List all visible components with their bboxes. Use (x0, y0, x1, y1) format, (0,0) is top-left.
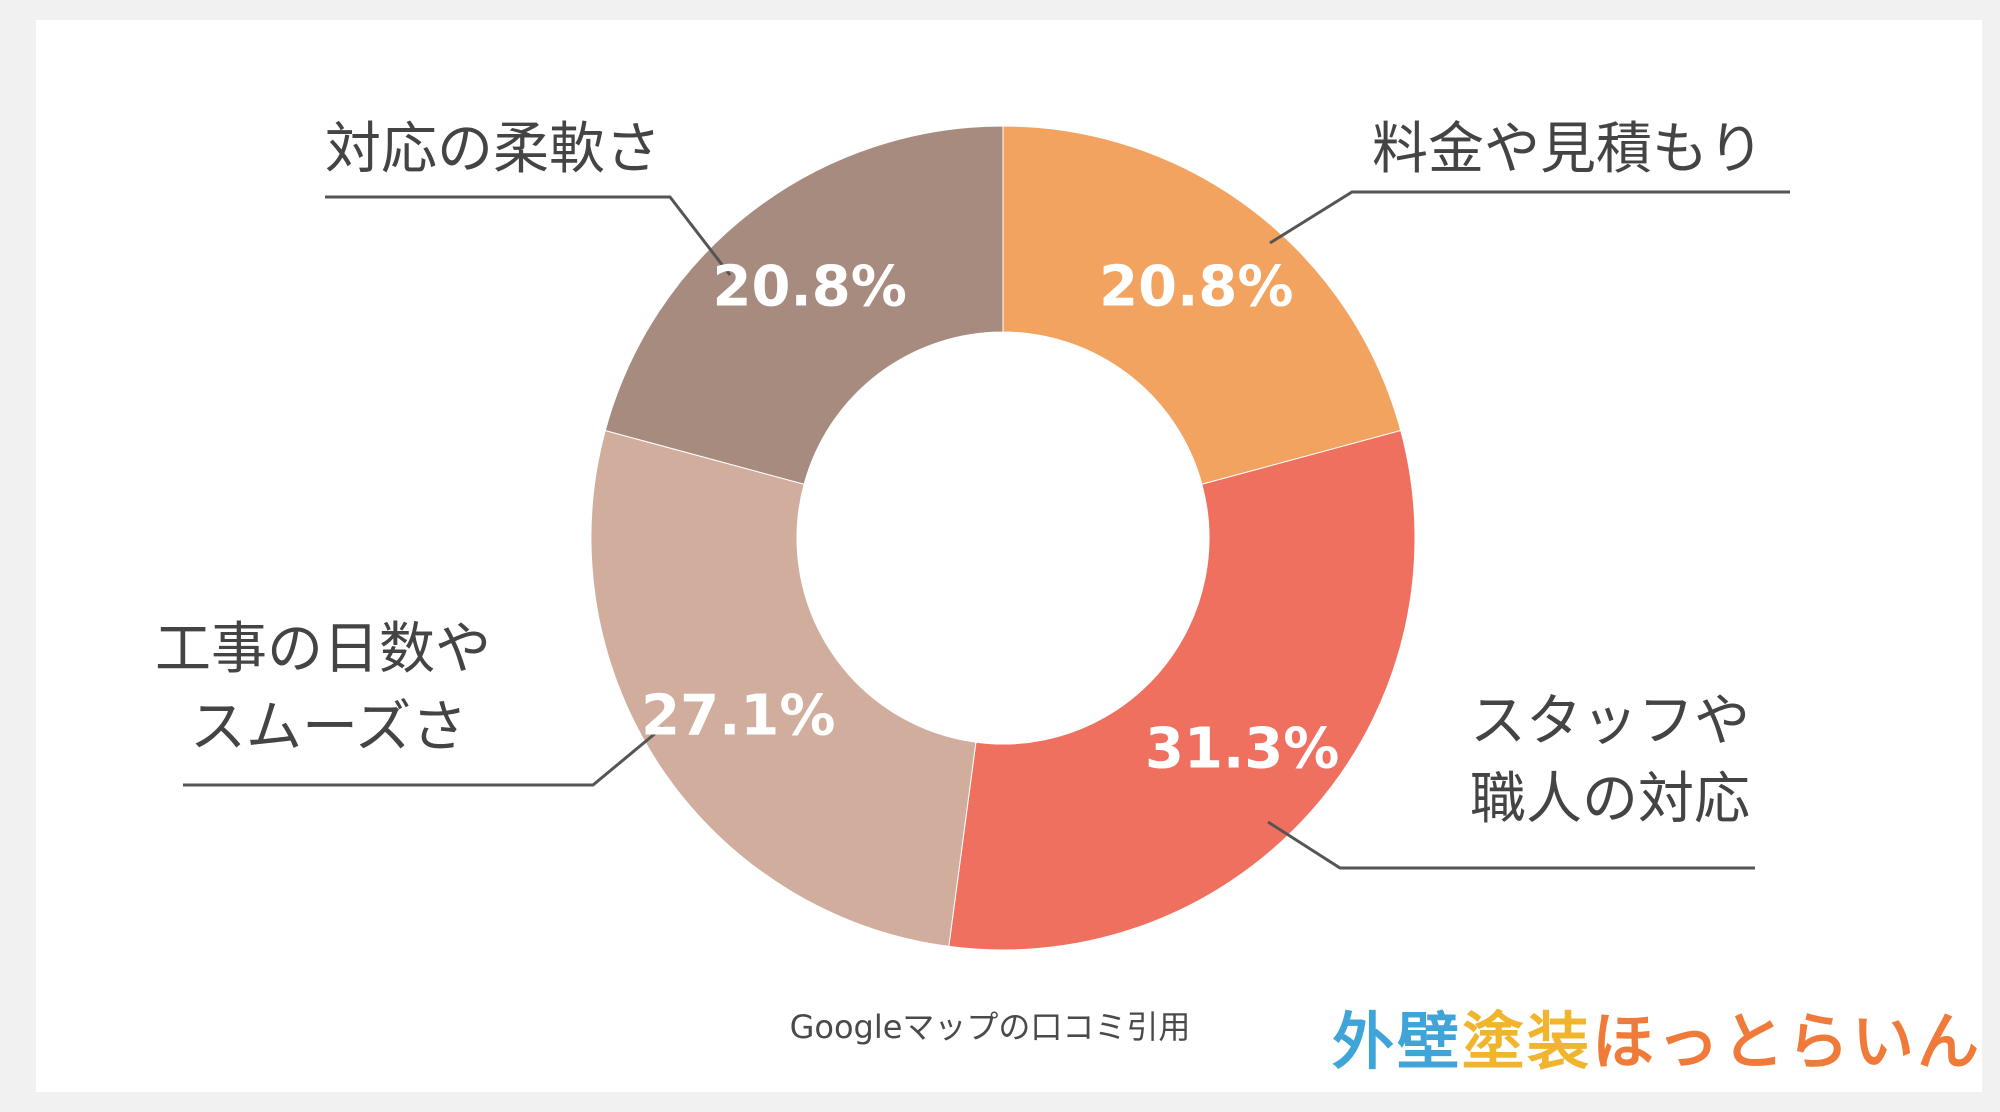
leader-line-4 (325, 195, 732, 276)
logo-char-1: 外 (1332, 1005, 1394, 1078)
logo-char-8: ら (1787, 1005, 1849, 1078)
percentage-labels: 20.8% 31.3% 27.1% 20.8% (641, 255, 1339, 782)
logo-char-6: っ (1657, 1005, 1719, 1078)
category-label-3-line-2: スムーズさ (190, 695, 467, 760)
leader-lines (183, 190, 1790, 870)
slice-value-label-4: 20.8% (713, 255, 907, 320)
site-logo: 外壁塗装ほっとらいん (1331, 1004, 1980, 1079)
category-label-3-line-1: 工事の日数や (155, 617, 491, 682)
category-label-2-line-2: 職人の対応 (1470, 767, 1750, 832)
slice-value-label-3: 27.1% (641, 683, 835, 748)
leader-line-3 (183, 725, 664, 787)
logo-char-9: い (1852, 1005, 1914, 1078)
logo-char-5: ほ (1592, 1005, 1654, 1078)
category-label-4-line-1: 対応の柔軟さ (325, 117, 661, 182)
logo-char-2: 壁 (1397, 1005, 1459, 1078)
logo-char-10: ん (1917, 1005, 1979, 1078)
logo-char-3: 塗 (1462, 1005, 1524, 1078)
category-label-1-line-1: 料金や見積もり (1372, 117, 1764, 182)
source-note: Googleマップの口コミ引用 (790, 1008, 1191, 1046)
donut-slices (590, 125, 1416, 951)
logo-char-7: と (1722, 1005, 1784, 1078)
slice-value-label-2: 31.3% (1145, 717, 1339, 782)
donut-slice-2 (948, 429, 1416, 951)
category-label-2-line-1: スタッフや (1470, 689, 1750, 754)
donut-slice-3 (590, 429, 977, 947)
donut-slice-4 (604, 125, 1004, 485)
slice-value-label-1: 20.8% (1099, 255, 1293, 320)
logo-char-4: 装 (1527, 1005, 1589, 1078)
leader-line-2 (1267, 820, 1755, 870)
donut-slice-1 (1002, 125, 1402, 485)
leader-line-1 (1269, 190, 1790, 245)
